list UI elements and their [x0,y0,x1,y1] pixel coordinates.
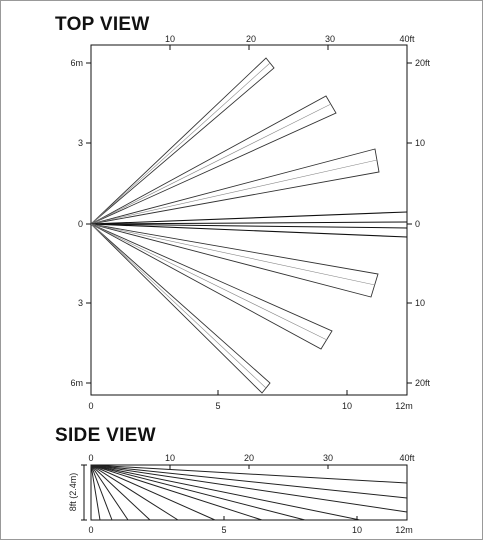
side-view-top-axis-labels: 0 10 20 30 40ft [88,453,415,463]
top-view-top-axis-labels: 10 20 30 40ft [165,34,415,44]
side-bottom-axis-tick-label: 0 [88,525,93,535]
top-view-bottom-axis-labels: 0 5 10 12m [88,401,412,411]
side-view-height-label: 8ft (2.4m) [68,473,78,512]
side-top-axis-tick-label: 10 [165,453,175,463]
side-ray [90,464,129,521]
top-view-left-axis-labels: 6m 3 0 3 6m [70,58,83,388]
top-view-right-axis-labels: 20ft 10 0 10 20ft [415,58,431,388]
zone-upper-2 [90,95,337,225]
side-view-ticks [169,465,408,520]
left-axis-tick-label: 6m [70,378,83,388]
side-ray [90,464,216,521]
right-axis-tick-label: 10 [415,138,425,148]
side-view-bottom-axis-labels: 0 5 10 12m [88,525,412,535]
zone-center-upper-edge [90,211,408,225]
side-ray [90,464,263,521]
top-axis-tick-label: 30 [325,34,335,44]
left-axis-tick-label: 0 [78,219,83,229]
side-ray [90,464,113,521]
side-ray [90,464,101,521]
top-axis-tick-label: 10 [165,34,175,44]
side-top-axis-tick-label: 40ft [399,453,415,463]
zone-center-mid-edge [90,221,408,225]
top-view-zones [90,57,408,394]
zone-lower-1 [90,223,379,298]
zone-lower-2 [90,223,333,350]
side-bottom-axis-tick-label: 5 [221,525,226,535]
side-top-axis-tick-label: 0 [88,453,93,463]
side-ray [90,464,151,521]
side-ray [90,464,408,499]
right-axis-tick-label: 20ft [415,58,431,68]
side-top-axis-tick-label: 30 [323,453,333,463]
side-view-plot-area [90,464,408,521]
zone-center-lower-edge [90,223,408,238]
right-axis-tick-label: 0 [415,219,420,229]
left-axis-tick-label: 3 [78,138,83,148]
side-ray [90,464,408,513]
side-ray [90,464,408,484]
left-axis-tick-label: 6m [70,58,83,68]
side-top-axis-tick-label: 20 [244,453,254,463]
side-bottom-axis-tick-label: 10 [352,525,362,535]
top-view-ticks [86,45,412,395]
side-ray [90,464,306,521]
right-axis-tick-label: 10 [415,298,425,308]
side-ray [90,464,179,521]
bottom-axis-tick-label: 0 [88,401,93,411]
side-ray [90,464,361,521]
side-view-rays [90,464,408,521]
bottom-axis-tick-label: 12m [395,401,413,411]
side-bottom-axis-tick-label: 12m [395,525,413,535]
side-view-title: SIDE VIEW [55,425,156,446]
top-axis-tick-label: 40ft [399,34,415,44]
zone-upper-3 [90,148,380,225]
top-axis-tick-label: 20 [246,34,256,44]
top-view-title: TOP VIEW [55,14,150,35]
side-view-height-marker: 8ft (2.4m) [68,464,87,521]
right-axis-tick-label: 20ft [415,378,431,388]
left-axis-tick-label: 3 [78,298,83,308]
top-view-plot-area [90,44,408,396]
bottom-axis-tick-label: 10 [342,401,352,411]
bottom-axis-tick-label: 5 [215,401,220,411]
zone-center-mid-edge-2 [90,223,408,229]
